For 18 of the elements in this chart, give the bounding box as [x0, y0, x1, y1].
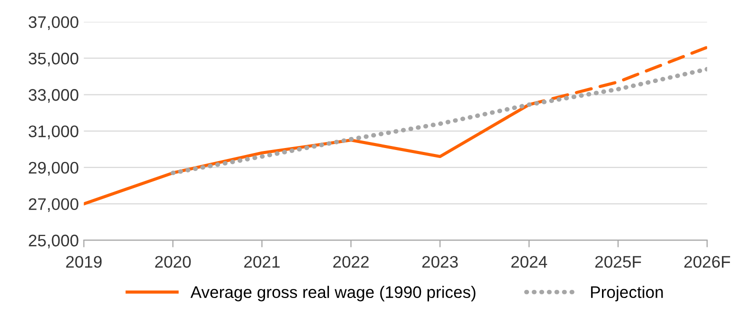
x-tick-label: 2020 — [155, 256, 191, 268]
x-tick-label: 2024 — [511, 256, 548, 268]
x-tick-label: 2019 — [66, 256, 102, 268]
y-tick-label: 37,000 — [28, 16, 78, 30]
y-tick-label: 25,000 — [28, 234, 78, 248]
y-tick-label: 35,000 — [28, 52, 78, 66]
legend-label: Projection — [591, 286, 663, 302]
x-tick-label: 2023 — [422, 256, 458, 268]
legend-label: Average gross real wage (1990 prices) — [190, 286, 476, 302]
y-tick-label: 27,000 — [28, 198, 78, 212]
x-tick-label: 2026F — [684, 256, 730, 268]
line-series — [170, 66, 708, 176]
y-tick-label: 29,000 — [28, 162, 78, 176]
x-tick-label: 2021 — [244, 256, 280, 268]
x-tick-label: 2022 — [333, 256, 369, 268]
x-tick-label: 2025F — [595, 256, 642, 268]
y-tick-label: 33,000 — [28, 89, 78, 103]
y-tick-label: 31,000 — [28, 125, 78, 140]
